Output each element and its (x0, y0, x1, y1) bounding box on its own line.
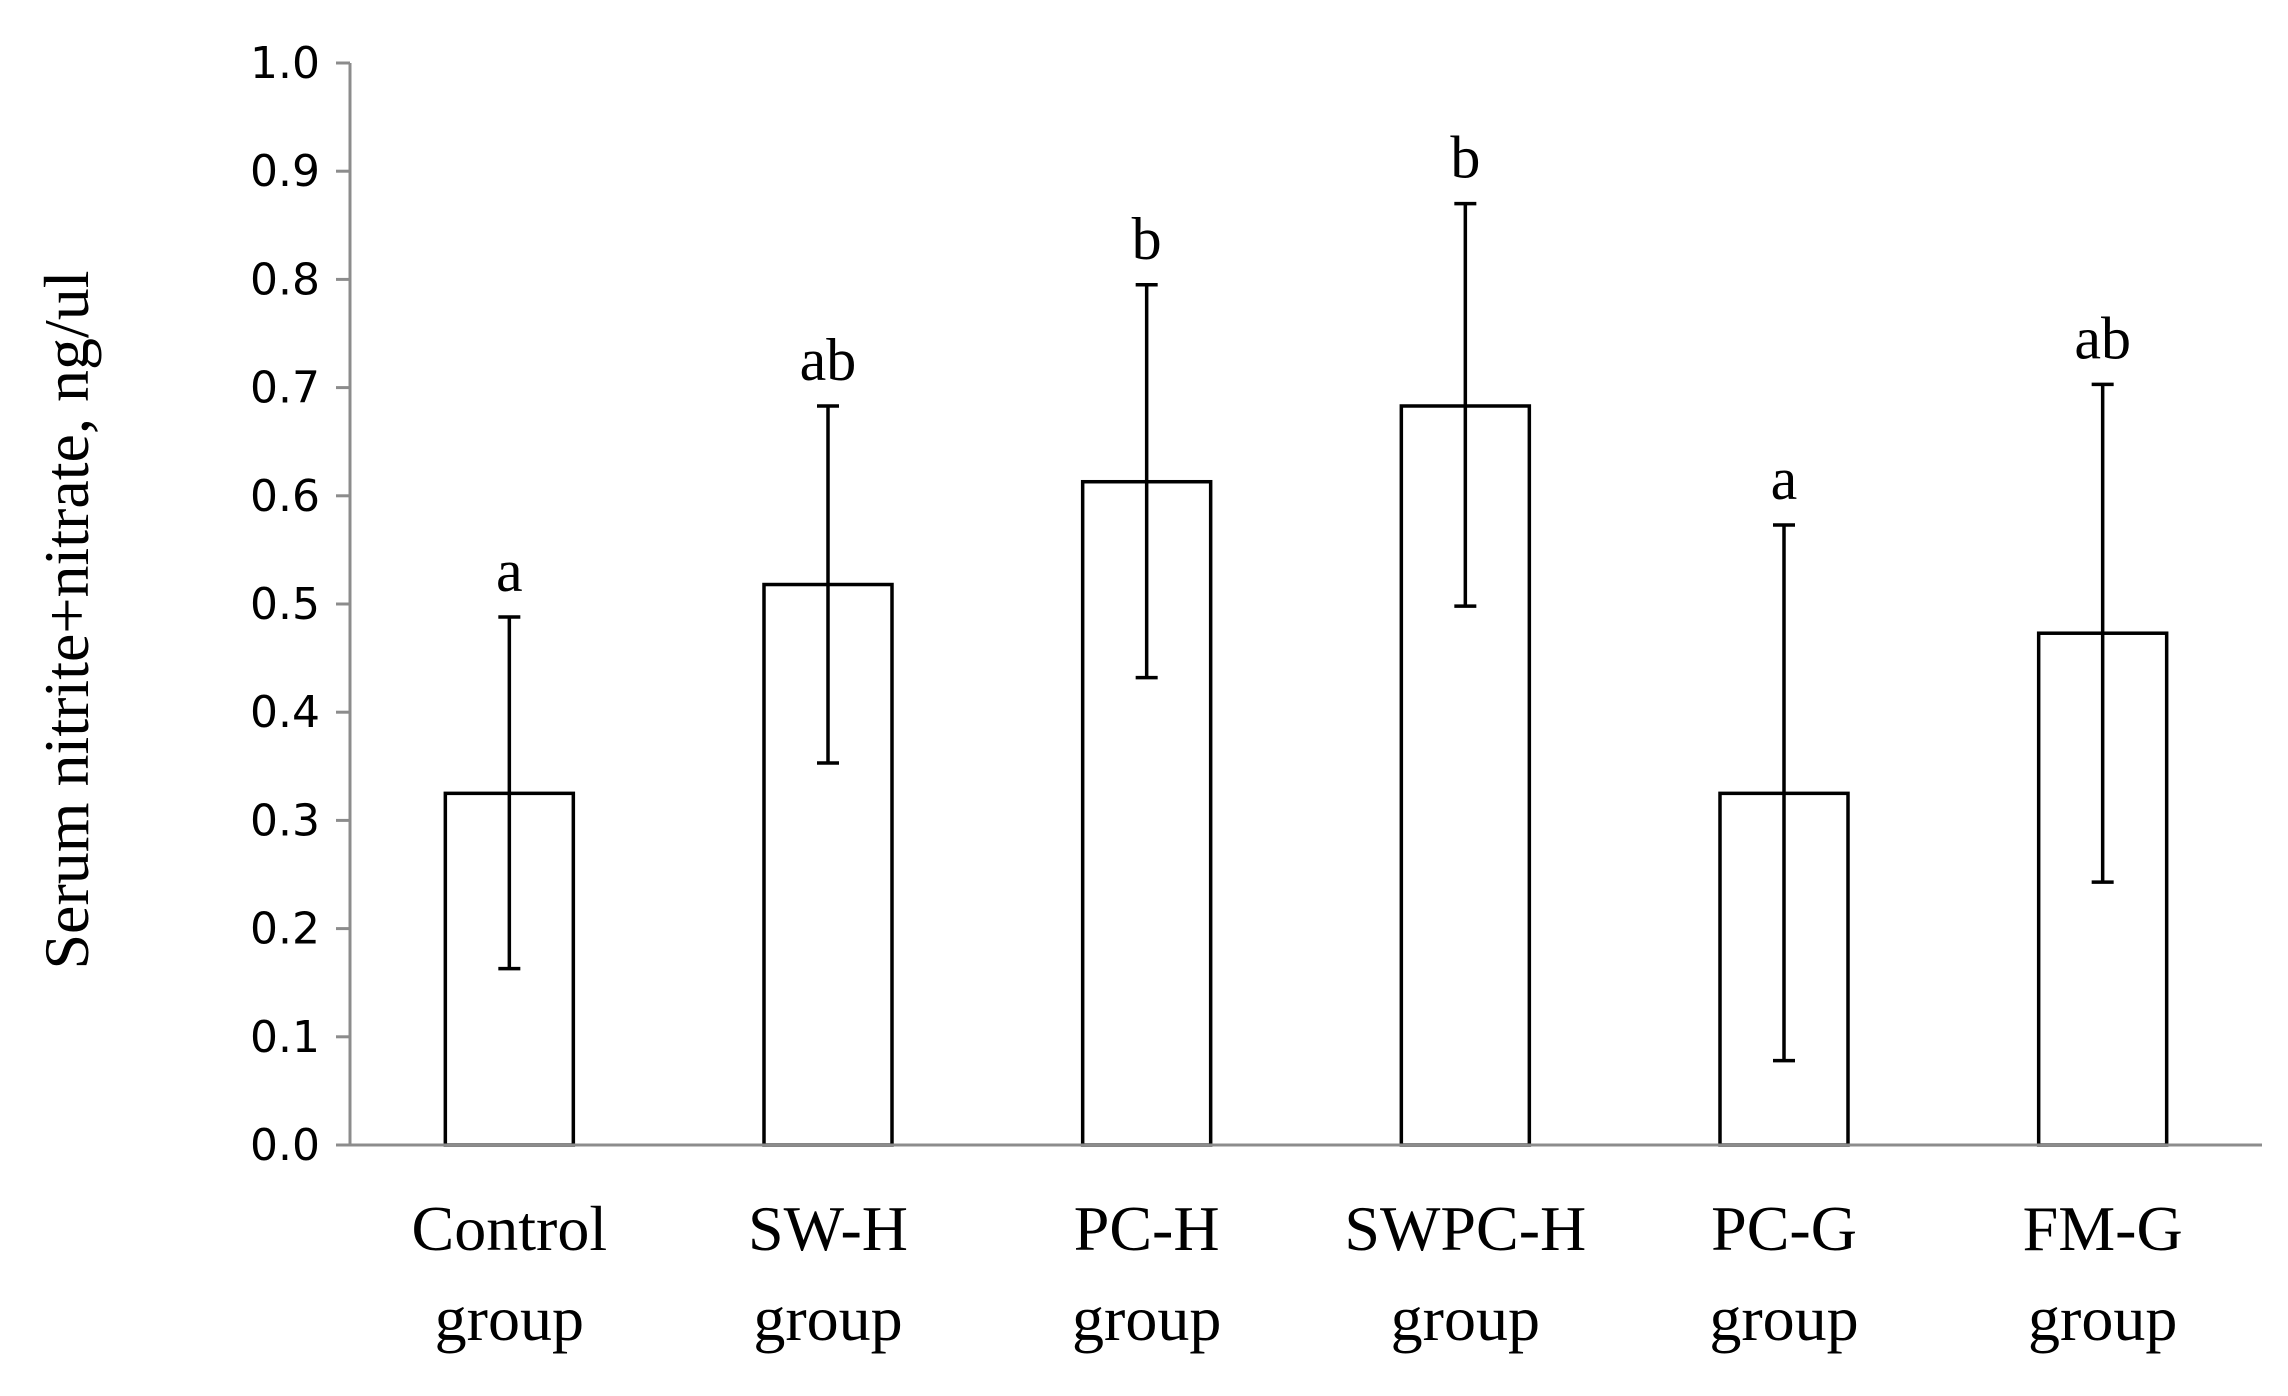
y-tick-label: 0.6 (250, 471, 320, 522)
y-axis-title: Serum nitrite+nitrate, ng/ul (31, 270, 102, 969)
significance-label: ab (800, 327, 857, 393)
y-tick-label: 0.2 (250, 904, 320, 955)
category-label: group (2028, 1283, 2177, 1354)
y-tick-label: 0.9 (250, 146, 320, 197)
x-axis: Control group SW-H group PC-H group SWPC-H grou… (350, 1143, 2262, 1354)
y-tick-label: 0.7 (250, 363, 320, 414)
category-label: group (1391, 1283, 1540, 1354)
category-label: group (1709, 1283, 1858, 1354)
y-tick-label: 0.8 (250, 254, 320, 305)
y-axis: 0.0 0.1 0.2 0.3 0.4 0.5 0.6 0.7 0.8 0.9 1.0 (250, 38, 352, 1171)
significance-label: a (496, 538, 523, 604)
significance-label: a (1771, 446, 1798, 512)
significance-label: ab (2074, 305, 2131, 371)
significance-label: b (1132, 206, 1162, 272)
significance-label: b (1450, 125, 1480, 191)
category-label: PC-H (1074, 1193, 1220, 1264)
category-label: group (1072, 1283, 1221, 1354)
category-label: SW-H (748, 1193, 908, 1264)
category-label: FM-G (2023, 1193, 2183, 1264)
y-tick-label: 0.5 (250, 579, 320, 630)
y-tick-label: 0.4 (250, 687, 320, 738)
category-label: PC-G (1711, 1193, 1857, 1264)
y-tick-label: 1.0 (250, 38, 320, 89)
bars: a ab b b a ab (443, 125, 2169, 1147)
category-label: SWPC-H (1344, 1193, 1586, 1264)
category-label: Control (412, 1193, 608, 1264)
category-label: group (435, 1283, 584, 1354)
category-label: group (753, 1283, 902, 1354)
y-tick-label: 0.1 (250, 1012, 320, 1063)
y-tick-label: 0.0 (250, 1120, 320, 1171)
y-tick-label: 0.3 (250, 795, 320, 846)
